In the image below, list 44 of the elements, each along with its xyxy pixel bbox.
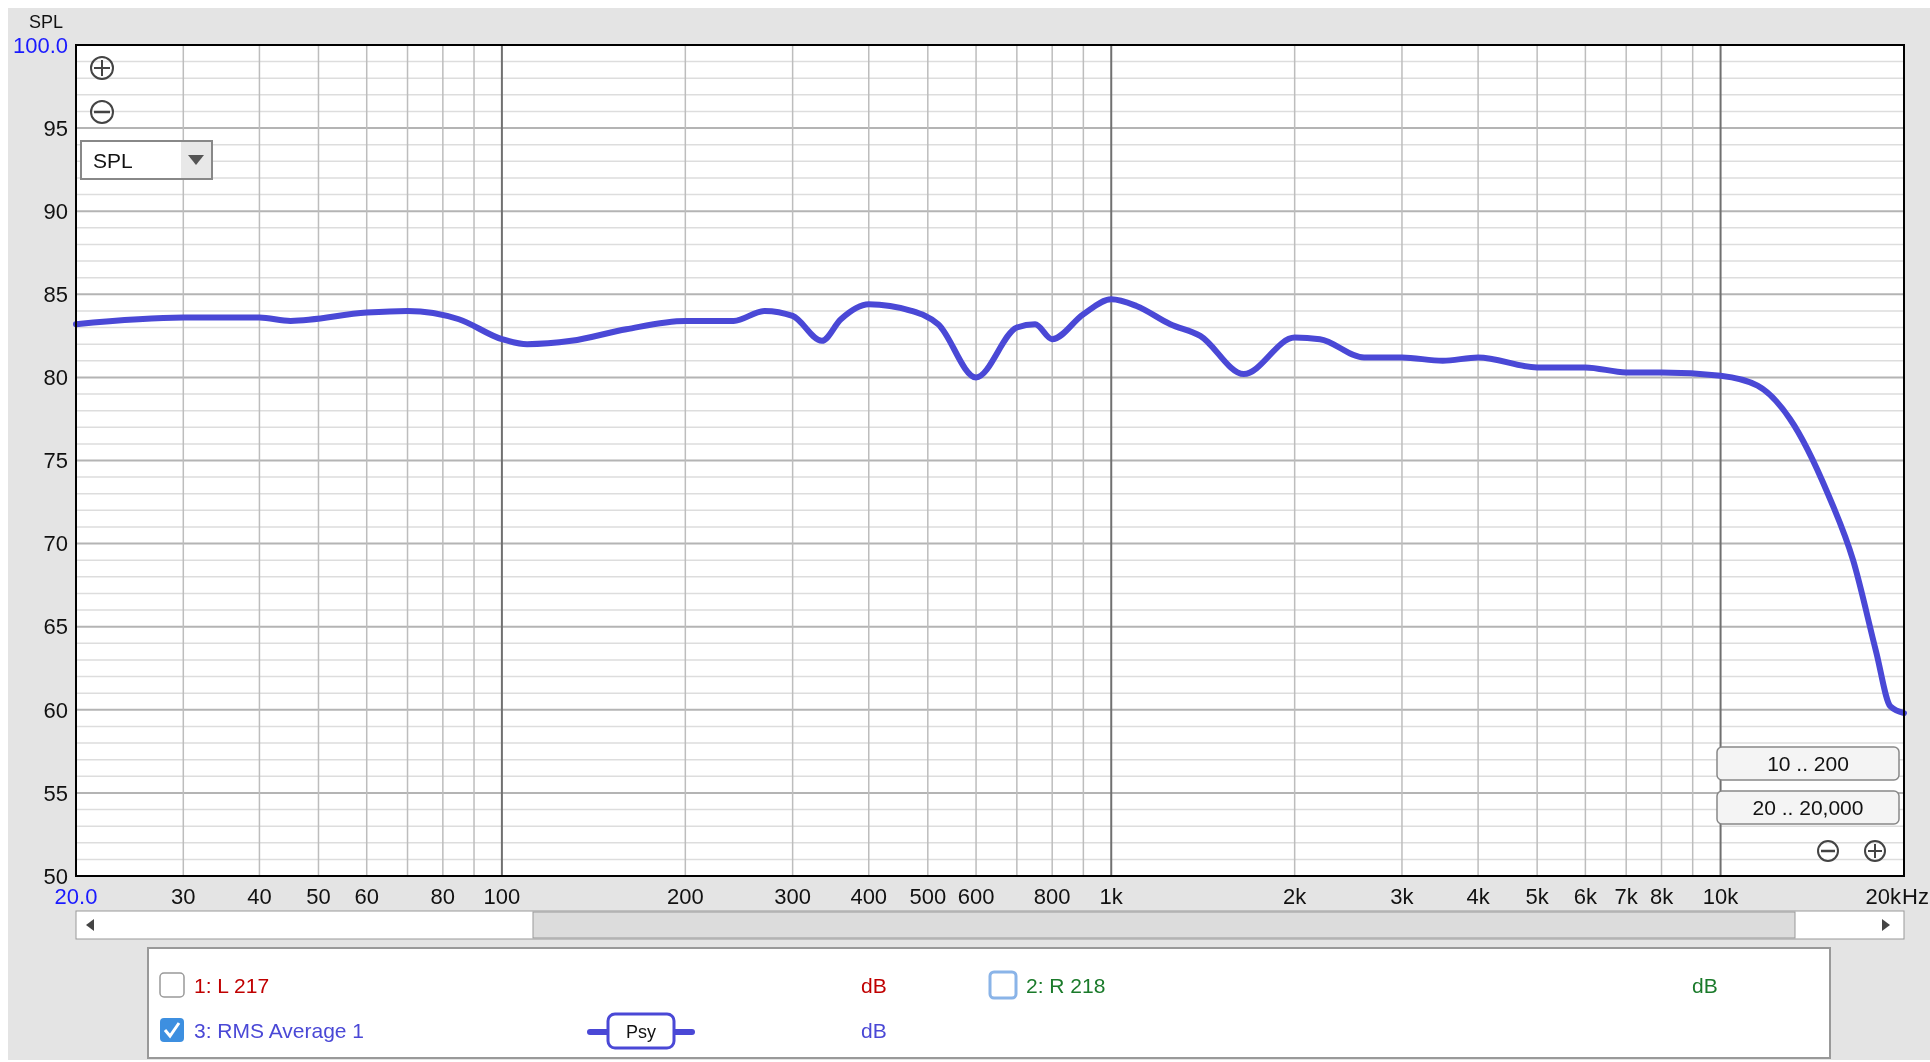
text: 2: R 218 xyxy=(1026,974,1106,997)
x-tick-label: 80 xyxy=(430,884,456,909)
y-tick-label: 75 xyxy=(43,448,68,474)
x-tick-label: 30 xyxy=(171,884,196,909)
y-tick-label: 55 xyxy=(43,780,68,806)
text: dB xyxy=(1692,974,1718,997)
y-tick-label: 80 xyxy=(43,365,68,391)
text: 1: L 217 xyxy=(194,974,270,997)
x-tick-label: 50 xyxy=(306,884,331,909)
x-tick-label: 1k xyxy=(1099,884,1124,909)
x-tick-label: 300 xyxy=(774,884,811,909)
y-tick-label: 90 xyxy=(43,198,68,224)
text: dB xyxy=(861,974,887,997)
x-tick-label: 100 xyxy=(483,884,521,909)
text: Psy xyxy=(625,1022,657,1042)
y-tick-label: 100.0 xyxy=(12,32,68,58)
x-tick-label: 40 xyxy=(247,884,272,909)
y-tick-label: 60 xyxy=(43,697,68,723)
x-tick-label: 7k xyxy=(1614,884,1639,909)
x-tick-label: 4k xyxy=(1466,884,1491,909)
x-tick-label: 8k xyxy=(1649,884,1675,909)
x-tick-label: 60 xyxy=(354,884,379,909)
x-axis-title: Hz xyxy=(1902,884,1929,909)
x-tick-label: 5k xyxy=(1525,884,1550,909)
annotation: 20 .. 20,000 xyxy=(1752,796,1864,819)
x-tick-label: 6k xyxy=(1573,884,1598,909)
x-tick-label: 600 xyxy=(957,884,995,909)
annotation: SPL xyxy=(93,149,133,172)
x-tick-label: 200 xyxy=(666,884,704,909)
x-tick-label: 3k xyxy=(1390,884,1415,909)
x-tick-label: 800 xyxy=(1033,884,1071,909)
x-tick-label: 2k xyxy=(1283,884,1308,909)
annotation: 10 .. 200 xyxy=(1767,752,1849,775)
x-tick-label: 10k xyxy=(1702,884,1740,909)
y-tick-label: 65 xyxy=(43,614,68,640)
x-tick-label: 500 xyxy=(909,884,947,909)
x-tick-label: 400 xyxy=(850,884,888,909)
text: 3: RMS Average 1 xyxy=(194,1019,365,1042)
y-tick-label: 95 xyxy=(43,115,68,141)
x-tick-label: 20k xyxy=(1865,884,1902,909)
y-tick-label: 85 xyxy=(43,282,68,307)
y-tick-label: 70 xyxy=(43,531,68,557)
text: dB xyxy=(861,1019,887,1042)
y-axis-title: SPL xyxy=(28,12,64,32)
